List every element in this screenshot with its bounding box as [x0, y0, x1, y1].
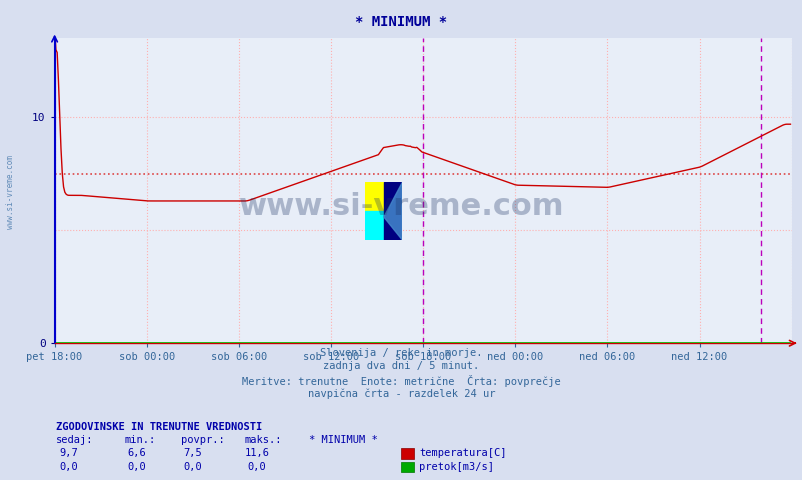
- Text: povpr.:: povpr.:: [180, 435, 224, 445]
- Text: 0,0: 0,0: [127, 462, 146, 472]
- Text: * MINIMUM *: * MINIMUM *: [355, 15, 447, 29]
- Text: 0,0: 0,0: [247, 462, 266, 472]
- Text: 0,0: 0,0: [183, 462, 202, 472]
- Text: pretok[m3/s]: pretok[m3/s]: [419, 462, 493, 472]
- Text: maks.:: maks.:: [245, 435, 282, 445]
- Text: 11,6: 11,6: [244, 448, 269, 458]
- Text: www.si-vreme.com: www.si-vreme.com: [6, 155, 15, 229]
- Text: sedaj:: sedaj:: [56, 435, 94, 445]
- Text: 0,0: 0,0: [59, 462, 78, 472]
- Text: 6,6: 6,6: [127, 448, 146, 458]
- Text: Slovenija / reke in morje.: Slovenija / reke in morje.: [320, 348, 482, 358]
- Text: 9,7: 9,7: [59, 448, 78, 458]
- Text: www.si-vreme.com: www.si-vreme.com: [238, 192, 564, 221]
- Text: navpična črta - razdelek 24 ur: navpična črta - razdelek 24 ur: [307, 388, 495, 399]
- Polygon shape: [383, 182, 402, 240]
- Text: * MINIMUM *: * MINIMUM *: [309, 435, 378, 445]
- Polygon shape: [365, 182, 383, 211]
- Text: min.:: min.:: [124, 435, 156, 445]
- Text: zadnja dva dni / 5 minut.: zadnja dva dni / 5 minut.: [323, 361, 479, 372]
- Polygon shape: [383, 182, 402, 240]
- Text: temperatura[C]: temperatura[C]: [419, 448, 506, 458]
- Text: ZGODOVINSKE IN TRENUTNE VREDNOSTI: ZGODOVINSKE IN TRENUTNE VREDNOSTI: [56, 421, 262, 432]
- Text: 7,5: 7,5: [183, 448, 202, 458]
- Text: Meritve: trenutne  Enote: metrične  Črta: povprečje: Meritve: trenutne Enote: metrične Črta: …: [242, 375, 560, 387]
- Polygon shape: [365, 211, 383, 240]
